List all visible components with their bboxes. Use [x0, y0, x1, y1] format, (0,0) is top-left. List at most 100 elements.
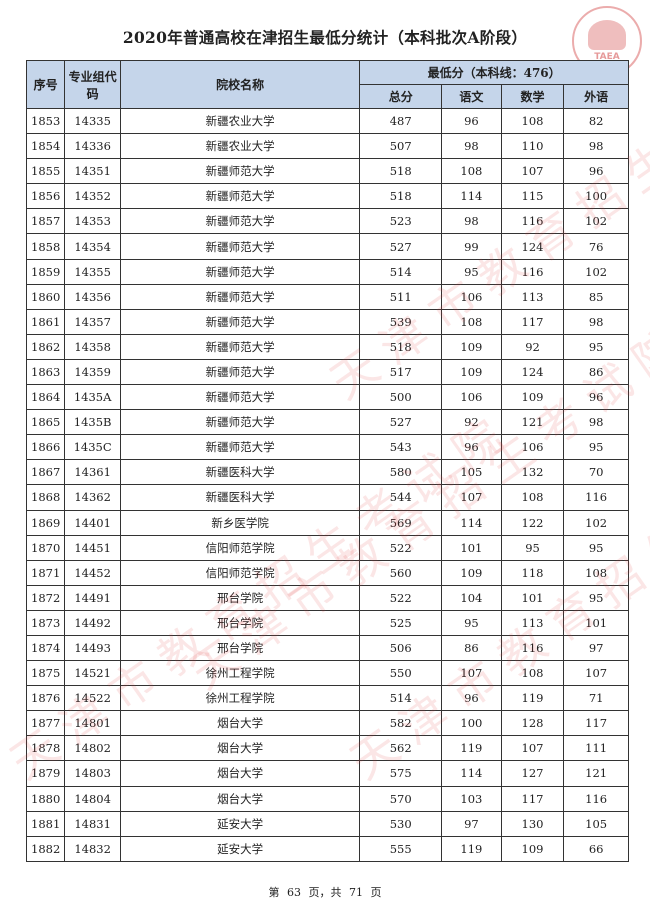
table-row: 1864 1435A 新疆师范大学 500 106 109 96	[25, 384, 629, 411]
cell-code: 14359	[64, 358, 121, 386]
cell-chinese: 101	[441, 534, 502, 561]
table-row: 1878 14802 烟台大学 562 119 107 111	[25, 735, 629, 762]
header-min-score: 最低分（本科线：476）	[359, 60, 629, 85]
cell-foreign: 82	[563, 107, 629, 135]
cell-total: 514	[359, 258, 443, 285]
cell-seq: 1874	[25, 634, 66, 662]
table-row: 1858 14354 新疆师范大学 527 99 124 76	[25, 233, 629, 260]
table-row: 1871 14452 信阳师范学院 560 109 118 108	[25, 559, 629, 586]
cell-total: 518	[359, 158, 443, 185]
cell-chinese: 114	[441, 183, 502, 210]
cell-math: 116	[500, 208, 565, 235]
cell-chinese: 97	[441, 810, 502, 837]
cell-foreign: 66	[563, 835, 629, 862]
cell-code: 14801	[64, 710, 121, 737]
cell-seq: 1875	[25, 660, 66, 687]
cell-total: 514	[359, 685, 443, 712]
cell-math: 101	[500, 584, 565, 611]
cell-math: 92	[500, 333, 565, 360]
cell-foreign: 70	[563, 459, 629, 486]
cell-seq: 1868	[25, 484, 66, 511]
table-row: 1856 14352 新疆师范大学 518 114 115 100	[25, 183, 629, 210]
cell-math: 124	[500, 233, 565, 260]
table-row: 1863 14359 新疆师范大学 517 109 124 86	[25, 358, 629, 386]
cell-math: 132	[500, 459, 565, 486]
cell-code: 14521	[64, 660, 121, 687]
cell-foreign: 98	[563, 409, 629, 436]
table-row: 1857 14353 新疆师范大学 523 98 116 102	[25, 208, 629, 235]
cell-chinese: 95	[441, 258, 502, 285]
cell-total: 517	[359, 358, 443, 386]
cell-school: 新疆师范大学	[119, 258, 361, 285]
cell-school: 新疆师范大学	[119, 384, 361, 411]
cell-chinese: 92	[441, 409, 502, 436]
cell-code: 14357	[64, 308, 121, 335]
cell-code: 14356	[64, 283, 121, 310]
header-foreign: 外语	[563, 84, 629, 109]
cell-seq: 1882	[25, 835, 66, 862]
cell-math: 106	[500, 434, 565, 461]
cell-math: 108	[500, 660, 565, 687]
cell-total: 582	[359, 710, 443, 737]
cell-total: 518	[359, 183, 443, 210]
cell-math: 113	[500, 283, 565, 310]
table-row: 1881 14831 延安大学 530 97 130 105	[25, 810, 629, 837]
cell-seq: 1866	[25, 434, 66, 461]
cell-seq: 1860	[25, 283, 66, 310]
cell-chinese: 108	[441, 308, 502, 335]
cell-chinese: 107	[441, 484, 502, 511]
cell-math: 108	[500, 484, 565, 511]
cell-chinese: 100	[441, 710, 502, 737]
cell-total: 487	[359, 107, 443, 135]
cell-total: 555	[359, 835, 443, 862]
cell-seq: 1880	[25, 785, 66, 812]
cell-math: 118	[500, 559, 565, 586]
cell-code: 14802	[64, 735, 121, 762]
table-row: 1860 14356 新疆师范大学 511 106 113 85	[25, 283, 629, 310]
cell-foreign: 98	[563, 133, 629, 160]
cell-chinese: 107	[441, 660, 502, 687]
cell-math: 109	[500, 384, 565, 411]
cell-school: 徐州工程学院	[119, 685, 361, 712]
cell-chinese: 106	[441, 283, 502, 310]
cell-total: 523	[359, 208, 443, 235]
cell-seq: 1870	[25, 534, 66, 561]
cell-code: 14352	[64, 183, 121, 210]
cell-chinese: 114	[441, 509, 502, 536]
cell-total: 575	[359, 760, 443, 787]
cell-seq: 1863	[25, 358, 66, 386]
cell-seq: 1864	[25, 384, 66, 411]
cell-code: 1435A	[64, 384, 121, 411]
cell-foreign: 98	[563, 308, 629, 335]
cell-total: 506	[359, 634, 443, 662]
cell-code: 14832	[64, 835, 121, 862]
header-chinese: 语文	[441, 84, 502, 109]
table-row: 1854 14336 新疆农业大学 507 98 110 98	[25, 133, 629, 160]
cell-school: 新疆师范大学	[119, 333, 361, 360]
cell-code: 14803	[64, 760, 121, 787]
cell-math: 108	[500, 107, 565, 135]
table-row: 1873 14492 邢台学院 525 95 113 101	[25, 609, 629, 636]
cell-chinese: 119	[441, 735, 502, 762]
cell-math: 116	[500, 258, 565, 285]
cell-total: 569	[359, 509, 443, 536]
cell-total: 527	[359, 233, 443, 260]
table-row: 1859 14355 新疆师范大学 514 95 116 102	[25, 258, 629, 285]
cell-math: 117	[500, 308, 565, 335]
cell-foreign: 101	[563, 609, 629, 636]
cell-school: 新疆农业大学	[119, 107, 361, 135]
cell-seq: 1878	[25, 735, 66, 762]
cell-school: 烟台大学	[119, 785, 361, 812]
cell-school: 新乡医学院	[119, 509, 361, 536]
cell-math: 115	[500, 183, 565, 210]
cell-code: 1435B	[64, 409, 121, 436]
cell-chinese: 86	[441, 634, 502, 662]
score-table: 序号 专业组代码 院校名称 最低分（本科线：476） 总分 语文 数学 外语 1…	[25, 60, 629, 862]
table-row: 1877 14801 烟台大学 582 100 128 117	[25, 710, 629, 737]
table-row: 1879 14803 烟台大学 575 114 127 121	[25, 760, 629, 787]
cell-foreign: 95	[563, 333, 629, 360]
cell-seq: 1873	[25, 609, 66, 636]
table-row: 1868 14362 新疆医科大学 544 107 108 116	[25, 484, 629, 511]
cell-chinese: 119	[441, 835, 502, 862]
cell-foreign: 71	[563, 685, 629, 712]
